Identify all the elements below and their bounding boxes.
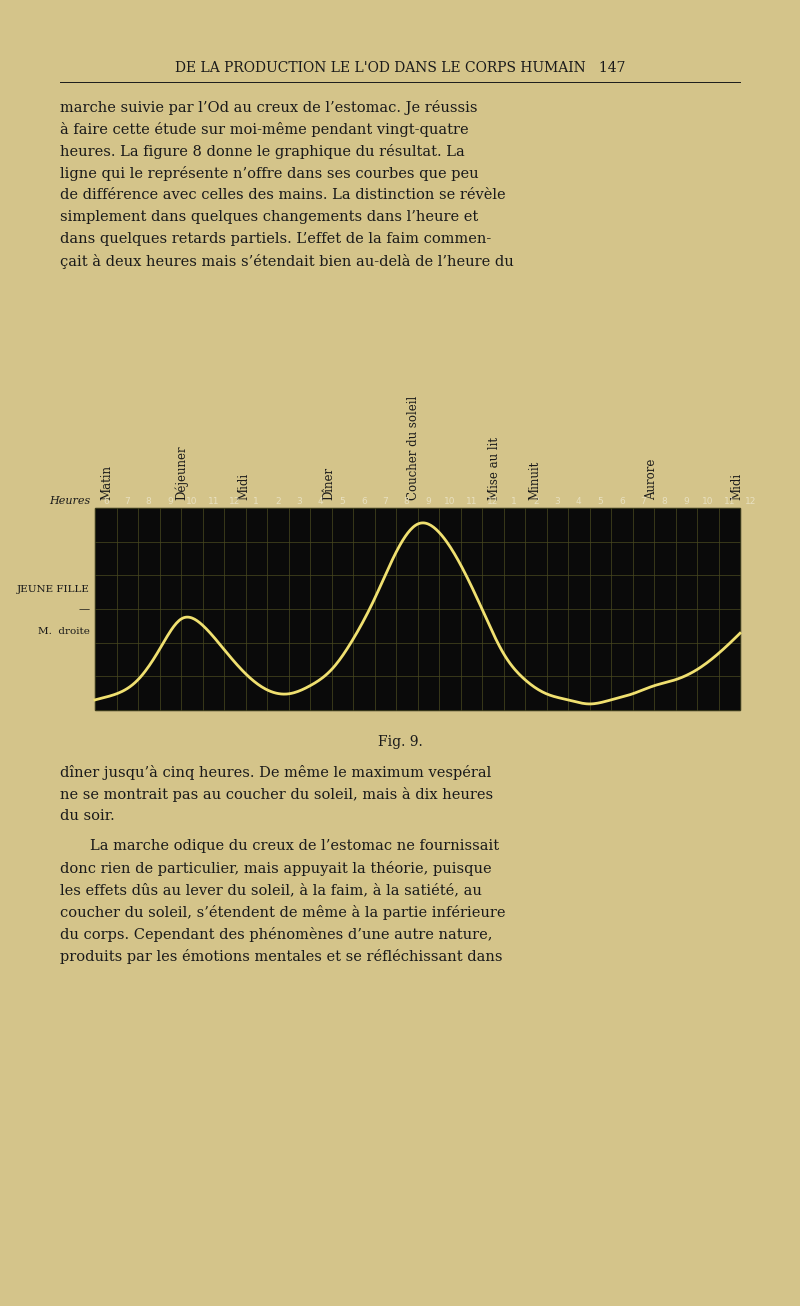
Text: 11: 11	[466, 498, 477, 505]
Text: 4: 4	[318, 498, 323, 505]
Text: 12: 12	[229, 498, 241, 505]
Text: 7: 7	[124, 498, 130, 505]
Text: simplement dans quelques changements dans l’heure et: simplement dans quelques changements dan…	[60, 210, 478, 225]
Text: 10: 10	[186, 498, 198, 505]
Text: 7: 7	[640, 498, 646, 505]
Text: 8: 8	[662, 498, 668, 505]
Text: Aurore: Aurore	[645, 458, 658, 500]
Text: 2: 2	[275, 498, 281, 505]
Text: 8: 8	[404, 498, 410, 505]
Text: çait à deux heures mais s’étendait bien au-delà de l’heure du: çait à deux heures mais s’étendait bien …	[60, 253, 514, 269]
Text: Heures: Heures	[49, 496, 90, 505]
Text: 10: 10	[702, 498, 714, 505]
Text: 10: 10	[444, 498, 455, 505]
Text: Fig. 9.: Fig. 9.	[378, 735, 422, 750]
Text: produits par les émotions mentales et se réfléchissant dans: produits par les émotions mentales et se…	[60, 949, 502, 964]
Text: 5: 5	[339, 498, 345, 505]
Text: les effets dûs au lever du soleil, à la faim, à la satiété, au: les effets dûs au lever du soleil, à la …	[60, 883, 482, 897]
Text: Déjeuner: Déjeuner	[175, 445, 189, 500]
Text: 6: 6	[361, 498, 366, 505]
Text: Midi: Midi	[237, 473, 250, 500]
Text: du soir.: du soir.	[60, 808, 114, 823]
Text: 12: 12	[745, 498, 757, 505]
Text: 1: 1	[511, 498, 517, 505]
Bar	[95, 508, 740, 710]
Text: heures. La figure 8 donne le graphique du résultat. La: heures. La figure 8 donne le graphique d…	[60, 144, 465, 159]
Text: 3: 3	[554, 498, 560, 505]
Text: 4: 4	[576, 498, 582, 505]
Text: de différence avec celles des mains. La distinction se révèle: de différence avec celles des mains. La …	[60, 188, 506, 202]
Text: 3: 3	[296, 498, 302, 505]
Text: 9: 9	[167, 498, 173, 505]
Text: 6: 6	[619, 498, 625, 505]
Text: DE LA PRODUCTION LE L'OD DANS LE CORPS HUMAIN   147: DE LA PRODUCTION LE L'OD DANS LE CORPS H…	[174, 61, 626, 74]
Text: 7: 7	[382, 498, 388, 505]
Text: Dîner: Dîner	[322, 466, 335, 500]
Text: M.  droite: M. droite	[38, 627, 90, 636]
Text: JEUNE FILLE: JEUNE FILLE	[17, 585, 90, 593]
Text: dîner jusqu’à cinq heures. De même le maximum vespéral: dîner jusqu’à cinq heures. De même le ma…	[60, 765, 491, 780]
Text: à faire cette étude sur moi-même pendant vingt-quatre: à faire cette étude sur moi-même pendant…	[60, 121, 469, 137]
Text: Coucher du soleil: Coucher du soleil	[407, 396, 420, 500]
Text: Minuit: Minuit	[528, 461, 541, 500]
Text: ligne qui le représente n’offre dans ses courbes que peu: ligne qui le représente n’offre dans ses…	[60, 166, 478, 182]
Text: dans quelques retards partiels. L’effet de la faim commen-: dans quelques retards partiels. L’effet …	[60, 232, 491, 246]
Text: coucher du soleil, s’étendent de même à la partie inférieure: coucher du soleil, s’étendent de même à …	[60, 905, 506, 919]
Text: 1: 1	[254, 498, 259, 505]
Text: 11: 11	[207, 498, 219, 505]
Text: 9: 9	[683, 498, 689, 505]
Text: Mise au lit: Mise au lit	[488, 438, 501, 500]
Text: donc rien de particulier, mais appuyait la théorie, puisque: donc rien de particulier, mais appuyait …	[60, 861, 492, 876]
Text: 11: 11	[723, 498, 735, 505]
Text: ne se montrait pas au coucher du soleil, mais à dix heures: ne se montrait pas au coucher du soleil,…	[60, 788, 493, 802]
Text: —: —	[79, 603, 90, 614]
Text: 6: 6	[103, 498, 109, 505]
Text: 9: 9	[426, 498, 431, 505]
Text: La marche odique du creux de l’estomac ne fournissait: La marche odique du creux de l’estomac n…	[90, 838, 499, 853]
Text: 2: 2	[533, 498, 538, 505]
Text: 8: 8	[146, 498, 152, 505]
Text: 12: 12	[487, 498, 498, 505]
Text: du corps. Cependant des phénomènes d’une autre nature,: du corps. Cependant des phénomènes d’une…	[60, 927, 493, 942]
Text: Midi: Midi	[730, 473, 743, 500]
Text: marche suivie par l’Od au creux de l’estomac. Je réussis: marche suivie par l’Od au creux de l’est…	[60, 101, 478, 115]
Text: Matin: Matin	[100, 465, 113, 500]
Text: 5: 5	[598, 498, 603, 505]
